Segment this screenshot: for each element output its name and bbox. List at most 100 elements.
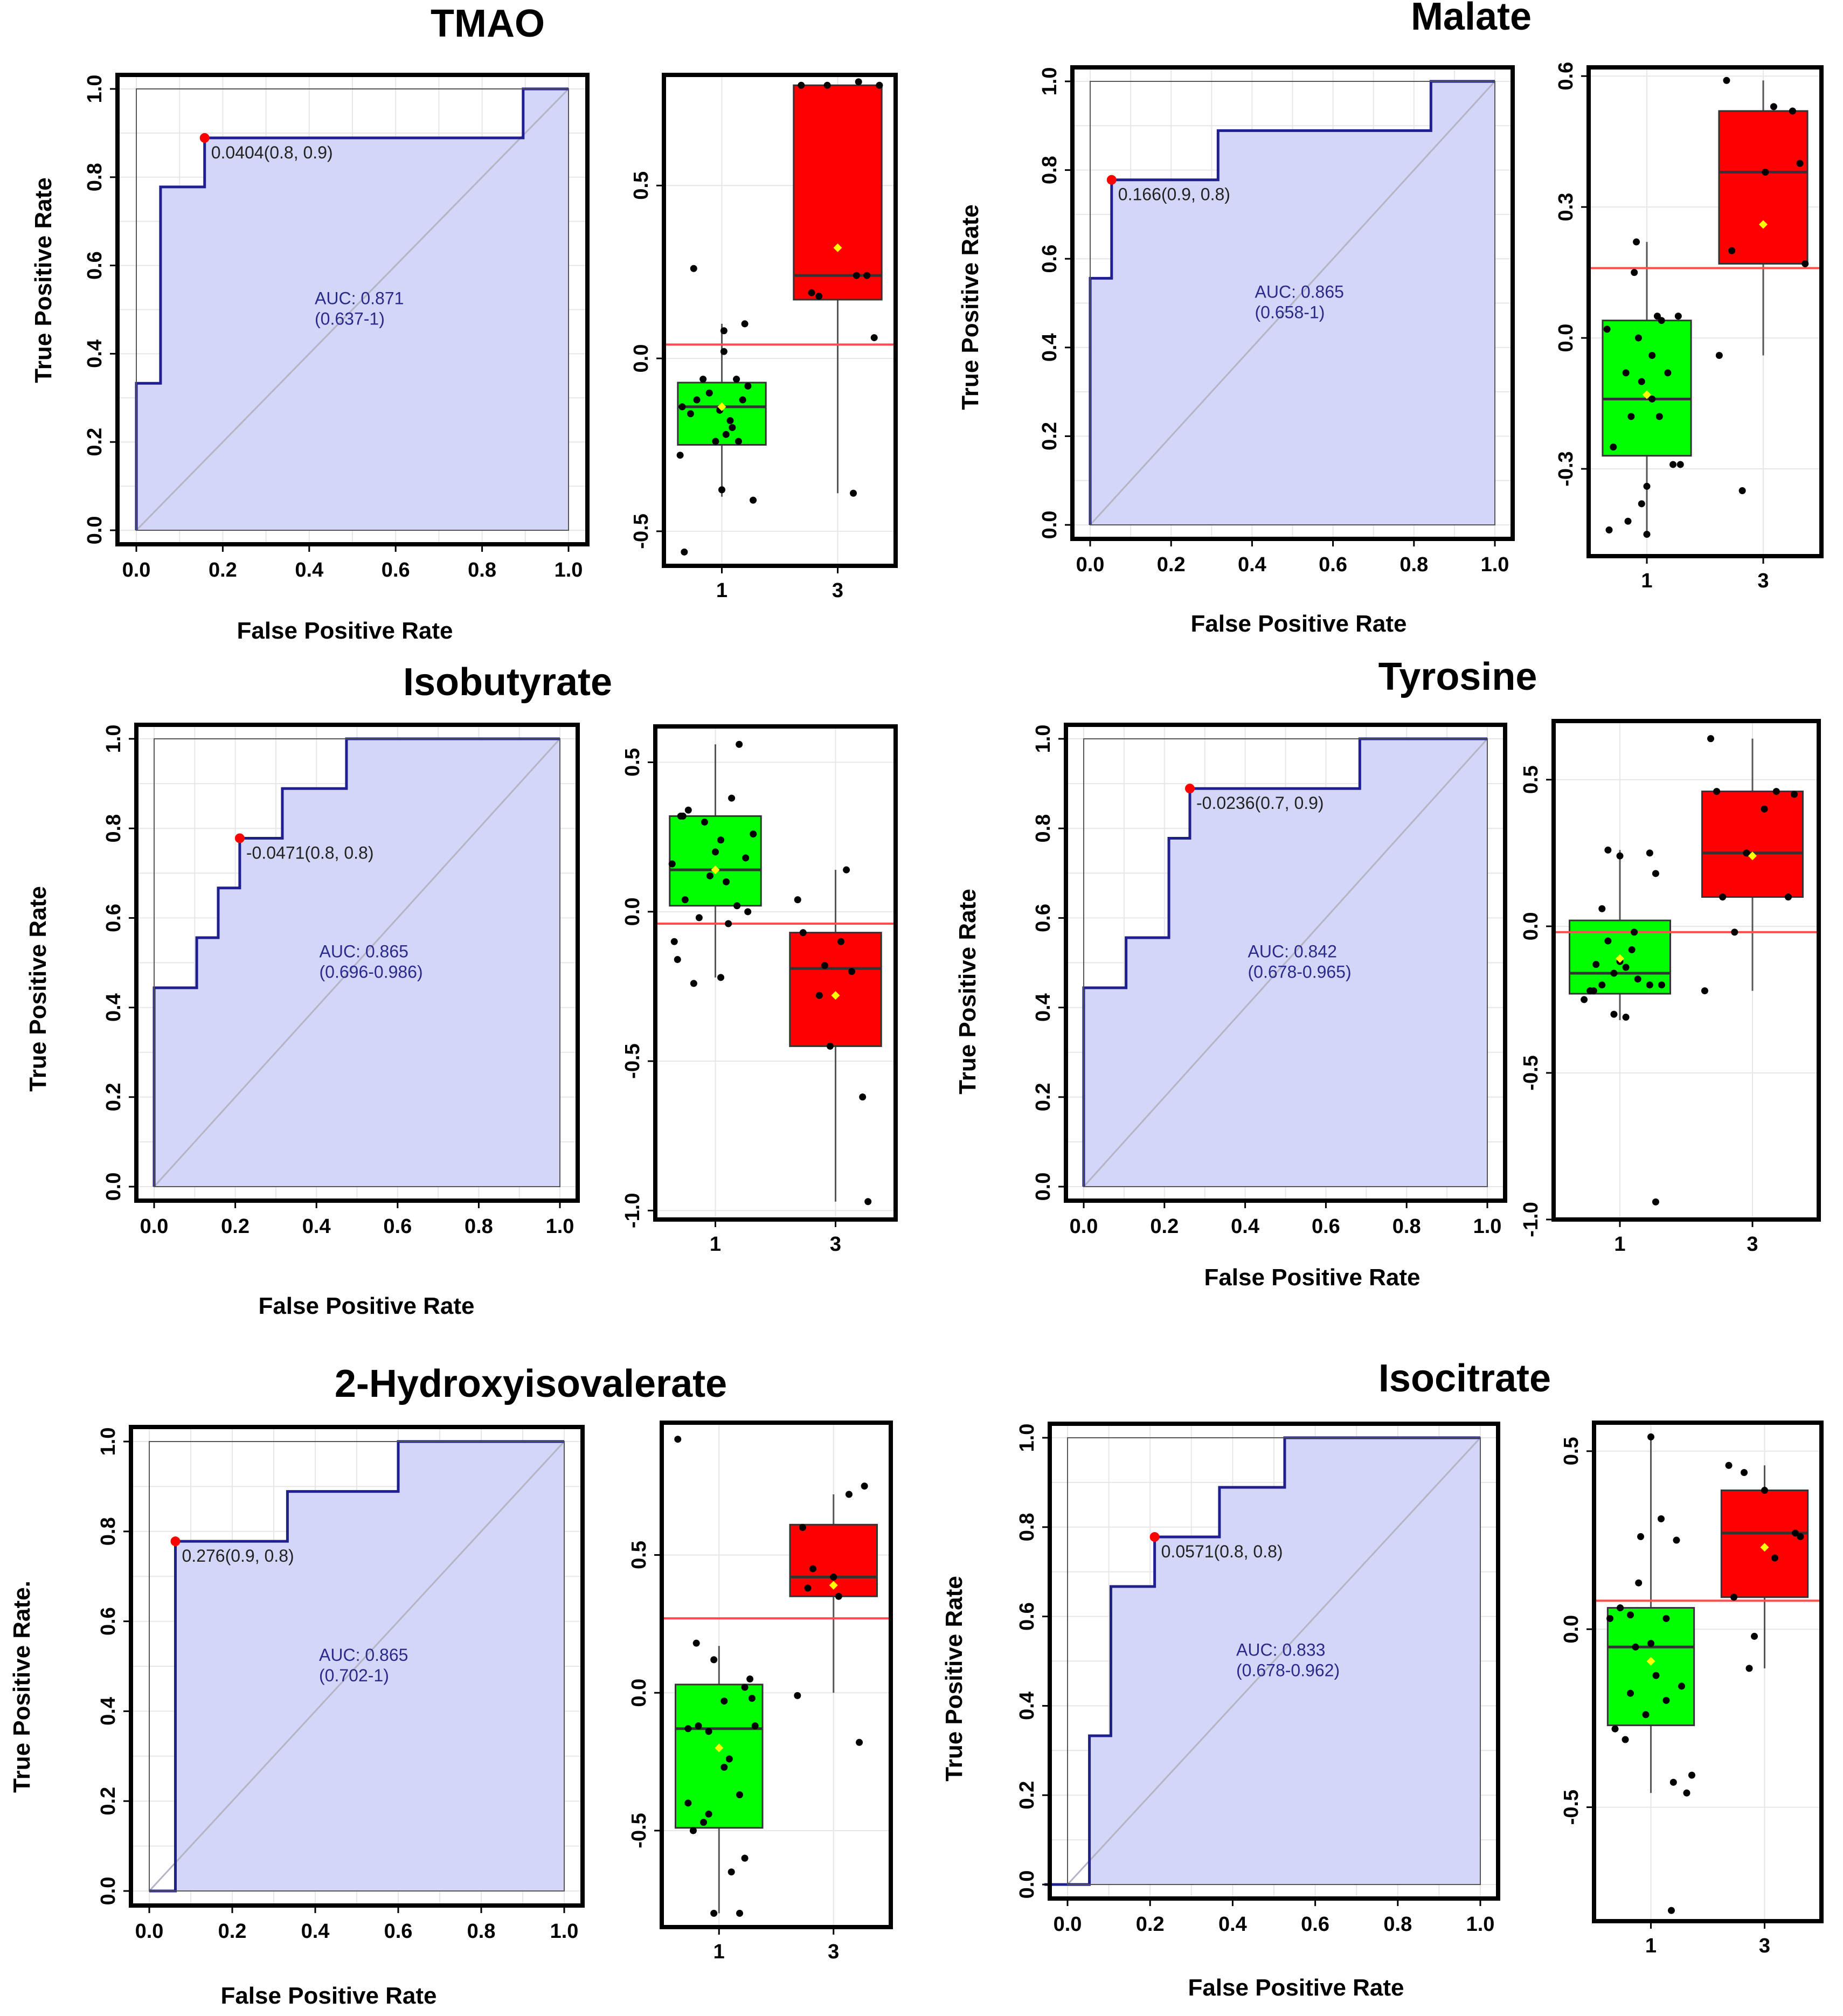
x-axis-label: False Positive Rate bbox=[220, 1983, 436, 2009]
data-point bbox=[1606, 1615, 1614, 1622]
data-point bbox=[1631, 269, 1638, 276]
y-tick-label: 0.0 bbox=[1038, 511, 1061, 539]
data-point bbox=[1701, 987, 1708, 995]
data-point bbox=[1762, 168, 1769, 176]
data-point bbox=[1655, 413, 1663, 420]
y-tick-label: 1.0 bbox=[1016, 1424, 1038, 1452]
data-point bbox=[1631, 929, 1638, 936]
boxplot-frame bbox=[1586, 65, 1824, 558]
boxplot-background bbox=[662, 1423, 891, 1927]
box-body bbox=[793, 84, 883, 301]
x-tick-label: 0.2 bbox=[209, 559, 237, 581]
y-axis-ticks: 0.0 0.2 0.4 0.6 0.8 1.0 bbox=[1016, 1424, 1050, 1899]
data-point bbox=[1662, 1696, 1670, 1704]
data-point bbox=[741, 1684, 749, 1691]
boxplot-y-ticks: -0.5 0.0 0.5 bbox=[628, 1541, 662, 1848]
data-point bbox=[710, 1909, 718, 1917]
auc-ci-label: (0.678-0.962) bbox=[1236, 1661, 1340, 1680]
data-point bbox=[728, 794, 736, 802]
chart-title: Malate bbox=[1411, 0, 1532, 38]
y-tick-label: 0.0 bbox=[97, 1877, 120, 1906]
chart-title: Tyrosine bbox=[1378, 655, 1537, 698]
data-point bbox=[674, 1436, 682, 1443]
data-point bbox=[1664, 369, 1672, 377]
box-body bbox=[1718, 110, 1809, 265]
data-point bbox=[750, 830, 757, 838]
mean-marker bbox=[717, 402, 726, 411]
data-point bbox=[1796, 160, 1804, 167]
data-point bbox=[706, 872, 713, 879]
y-tick-label: 0.8 bbox=[1038, 156, 1061, 184]
data-point bbox=[705, 1810, 712, 1818]
cutoff-point bbox=[1106, 175, 1117, 185]
data-point bbox=[1622, 1736, 1629, 1743]
chart-title: Isobutyrate bbox=[403, 661, 612, 704]
data-point bbox=[859, 1093, 867, 1101]
x-tick-label: 0.4 bbox=[301, 1920, 330, 1943]
roc-plot-frame bbox=[1070, 65, 1515, 541]
data-point bbox=[1658, 317, 1665, 324]
data-point bbox=[750, 496, 757, 504]
x-tick-label: 0.4 bbox=[295, 559, 323, 581]
y-tick-label: 0.4 bbox=[1038, 333, 1061, 362]
mean-marker bbox=[1759, 220, 1768, 229]
data-point bbox=[1598, 905, 1606, 912]
boxplot-panel: -0.50.00.51 3 bbox=[1560, 1421, 1824, 1957]
data-point bbox=[1745, 1665, 1753, 1672]
data-point bbox=[1610, 969, 1618, 977]
data-point bbox=[741, 320, 749, 328]
x-tick-label: 0.2 bbox=[1157, 553, 1186, 576]
x-tick-label: 0.4 bbox=[1218, 1913, 1247, 1936]
y-tick-label: 0.4 bbox=[97, 1697, 120, 1726]
data-point bbox=[1707, 735, 1715, 743]
data-point bbox=[1657, 1515, 1665, 1522]
y-tick-label: 1.0 bbox=[97, 1428, 120, 1456]
data-point bbox=[705, 389, 713, 397]
data-point bbox=[1624, 517, 1632, 525]
data-point bbox=[712, 848, 719, 856]
y-tick-label: 0.6 bbox=[102, 904, 125, 932]
jitter-points-group-1 bbox=[1606, 1433, 1695, 1914]
box-group-3 bbox=[793, 84, 883, 494]
data-point bbox=[1617, 1604, 1624, 1612]
auc-label: AUC: 0.833 bbox=[1236, 1640, 1325, 1660]
group-label: 3 bbox=[830, 1233, 841, 1256]
x-tick-label: 1.0 bbox=[1466, 1913, 1495, 1936]
cutoff-point bbox=[1184, 784, 1195, 794]
data-point bbox=[1604, 846, 1612, 854]
data-point bbox=[1652, 1672, 1660, 1679]
x-tick-label: 0.2 bbox=[218, 1920, 247, 1943]
boxplot-y-ticks: -0.5 0.0 0.5 bbox=[1560, 1437, 1594, 1825]
data-point bbox=[720, 1698, 728, 1705]
data-point bbox=[1646, 981, 1653, 989]
data-point bbox=[681, 896, 689, 904]
y-tick-label: 0.2 bbox=[84, 428, 106, 456]
y-axis-ticks: 0.0 0.2 0.4 0.6 0.8 1.0 bbox=[1038, 67, 1072, 539]
x-tick-label: 0.6 bbox=[1319, 553, 1347, 576]
data-point bbox=[1635, 1579, 1643, 1587]
data-point bbox=[861, 1482, 868, 1490]
x-tick-label: 0.0 bbox=[1076, 553, 1105, 576]
y-tick-label: 1.0 bbox=[102, 725, 125, 753]
y-tick-label: 0.4 bbox=[102, 993, 125, 1022]
cutoff-label: -0.0236(0.7, 0.9) bbox=[1196, 793, 1324, 813]
y-tick-label: 0.6 bbox=[97, 1607, 120, 1636]
auc-label: AUC: 0.842 bbox=[1248, 942, 1337, 961]
y-tick-label: 0.5 bbox=[630, 171, 653, 200]
data-point bbox=[720, 348, 728, 355]
x-tick-label: 0.0 bbox=[1054, 1913, 1082, 1936]
roc-inner-frame bbox=[154, 738, 560, 1187]
data-point bbox=[1610, 1010, 1618, 1018]
boxplot-frame bbox=[653, 724, 898, 1222]
data-point bbox=[1622, 1014, 1630, 1021]
jitter-points-group-1 bbox=[676, 265, 757, 556]
x-tick-label: 1.0 bbox=[546, 1215, 574, 1238]
data-point bbox=[1590, 987, 1597, 995]
mean-marker bbox=[1748, 851, 1757, 861]
panel-4: Tyrosine -0.0236(0.7, 0.9) AUC: 0.842(0.67… bbox=[954, 655, 1821, 1291]
auc-label: AUC: 0.871 bbox=[315, 289, 404, 308]
y-tick-label: 0.5 bbox=[1520, 765, 1542, 794]
y-tick-label: -1.0 bbox=[1520, 1202, 1542, 1237]
